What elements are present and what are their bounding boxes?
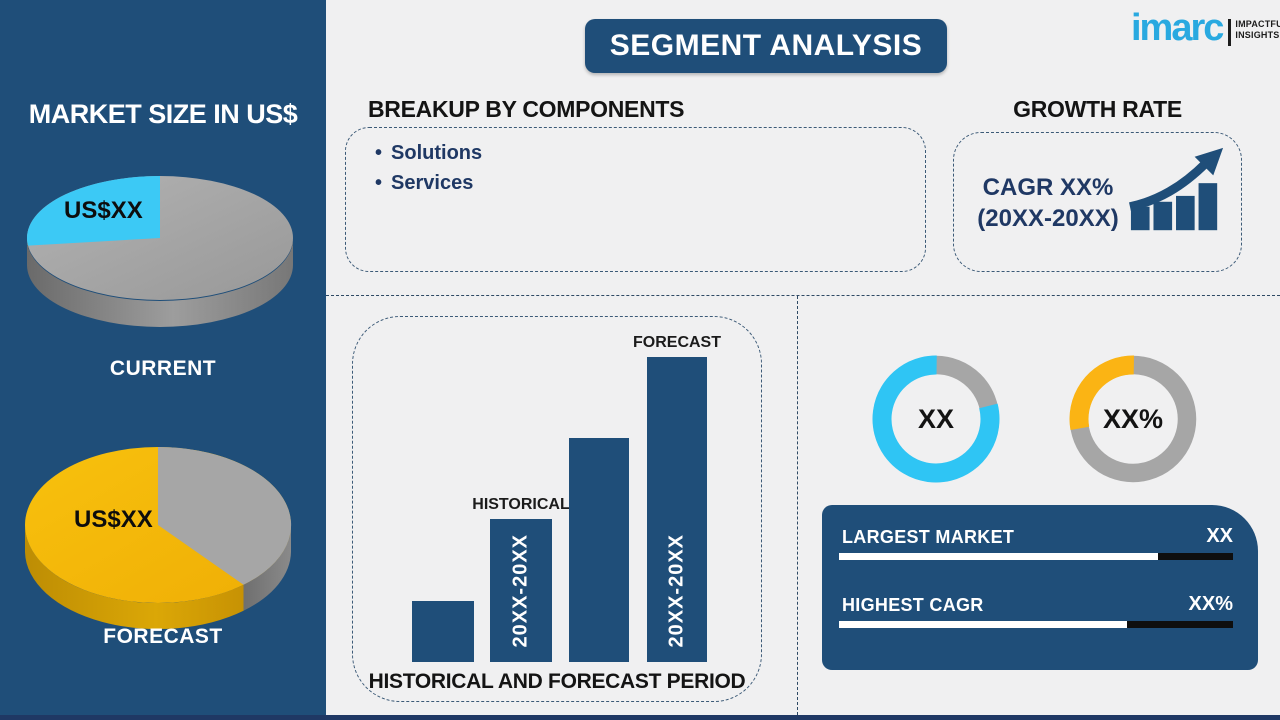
market-size-sidebar: MARKET SIZE IN US$ US$XX CURRENT — [0, 0, 326, 720]
donut-right-value: XX% — [1102, 403, 1164, 434]
donut-left-value: XX — [917, 403, 955, 434]
pie-forecast-value-label: US$XX — [74, 506, 153, 533]
period-chart-caption: HISTORICAL AND FORECAST PERIOD — [368, 670, 746, 693]
highest-cagr-label: HIGHEST CAGR — [842, 595, 984, 615]
page-title: SEGMENT ANALYSIS — [609, 29, 923, 62]
pie-current-svg — [26, 176, 293, 327]
pie-current-cyan-slice — [26, 176, 160, 246]
logo-tagline-line1: IMPACTFUL — [1235, 19, 1280, 29]
breakup-heading: BREAKUP BY COMPONENTS — [368, 96, 685, 122]
growth-rate-heading: GROWTH RATE — [1013, 96, 1182, 122]
imarc-logo-wordmark: imarc — [1131, 7, 1224, 49]
breakup-item-solutions: Solutions — [391, 142, 483, 164]
logo-tagline-line2: INSIGHTS — [1235, 30, 1280, 41]
vertical-dashed-divider — [797, 296, 798, 715]
pie-chart-forecast — [24, 446, 292, 639]
largest-market-label: LARGEST MARKET — [842, 527, 1015, 547]
highest-cagr-value: XX% — [1188, 593, 1233, 615]
sidebar-title: MARKET SIZE IN US$ — [28, 99, 298, 129]
period-bar-4-forecast: FORECAST 20XX-20XX — [633, 334, 721, 662]
breakup-item-services: Services — [391, 172, 474, 194]
largest-market-value: XX — [1206, 525, 1233, 547]
cagr-period: (20XX-20XX) — [977, 205, 1119, 232]
donut-left-cyan-arc — [872, 355, 1000, 483]
donut-left-svg — [872, 355, 1000, 483]
highest-cagr-progress-track — [839, 621, 1233, 628]
largest-market-progress-fill — [839, 553, 1159, 560]
imarc-logo: imarc IMPACTFUL INSIGHTS — [1131, 7, 1280, 49]
growth-chart-icon — [1128, 147, 1224, 231]
list-item: • Solutions — [375, 138, 482, 168]
pie-chart-current — [26, 175, 294, 338]
period-bar-3 — [569, 438, 629, 662]
period-bar-1 — [412, 601, 474, 662]
breakup-box — [345, 127, 926, 272]
stat-row-largest-market: LARGEST MARKET XX — [839, 525, 1233, 560]
bottom-accent-strip — [0, 715, 1280, 720]
logo-divider — [1228, 19, 1232, 46]
period-bar-2-historical: HISTORICAL 20XX-20XX — [472, 496, 570, 662]
page-title-banner: SEGMENT ANALYSIS — [585, 19, 947, 73]
pie-forecast-side-gold — [25, 526, 244, 630]
forecast-label: FORECAST — [633, 334, 721, 351]
donut-right-svg — [1069, 355, 1197, 483]
donut-chart-left: XX — [866, 349, 1006, 489]
pie-current-caption: CURRENT — [109, 357, 217, 380]
cagr-value: CAGR XX% — [982, 174, 1114, 201]
pie-forecast-gray-slice — [158, 446, 292, 585]
donut-chart-right: XX% — [1063, 349, 1203, 489]
market-stats-panel: LARGEST MARKET XX HIGHEST CAGR XX% — [822, 505, 1258, 670]
cagr-text: CAGR XX% (20XX-20XX) — [962, 172, 1134, 234]
horizontal-dashed-divider — [326, 295, 1280, 296]
growth-rate-box — [953, 132, 1242, 272]
bullet-icon: • — [375, 172, 383, 194]
logo-tagline: IMPACTFUL INSIGHTS — [1235, 19, 1280, 42]
stat-row-highest-cagr: HIGHEST CAGR XX% — [839, 593, 1233, 628]
pie-forecast-svg — [25, 446, 292, 630]
pie-current-side — [27, 239, 293, 327]
highest-cagr-progress-fill — [839, 621, 1127, 628]
period-bar-chart: HISTORICAL 20XX-20XX FORECAST 20XX-20XX … — [352, 316, 762, 702]
forecast-period-text: 20XX-20XX — [665, 534, 688, 648]
historical-label: HISTORICAL — [472, 496, 570, 513]
breakup-list: • Solutions • Services — [375, 138, 482, 198]
historical-period-text: 20XX-20XX — [509, 534, 532, 648]
list-item: • Services — [375, 168, 482, 198]
largest-market-progress-track — [839, 553, 1233, 560]
pie-forecast-side-gray — [243, 526, 291, 611]
bullet-icon: • — [375, 142, 383, 164]
pie-forecast-caption: FORECAST — [103, 625, 223, 648]
pie-current-value-label: US$XX — [64, 197, 143, 224]
